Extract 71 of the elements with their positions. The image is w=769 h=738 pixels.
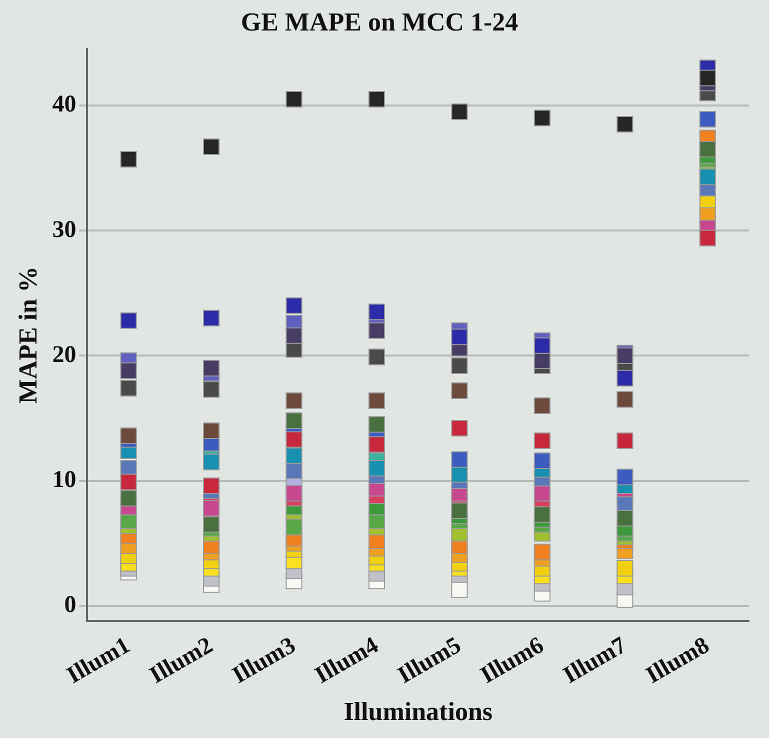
point (368, 348, 386, 366)
point (368, 322, 386, 339)
point (368, 436, 386, 453)
point (203, 310, 220, 326)
y-tick-label: 40 (52, 92, 76, 118)
point (286, 327, 302, 344)
point (286, 447, 302, 464)
point (616, 391, 634, 408)
point (368, 304, 386, 320)
point (616, 370, 634, 386)
point (120, 362, 137, 379)
point (699, 110, 716, 128)
point (286, 484, 302, 502)
point (203, 422, 220, 439)
y-tick-label: 10 (52, 466, 76, 493)
point (203, 360, 220, 376)
point (120, 427, 137, 444)
x-axis-title: Illuminations (344, 697, 493, 726)
point (616, 468, 634, 486)
point (368, 460, 386, 477)
point (451, 502, 468, 520)
point (616, 432, 634, 450)
point (534, 452, 550, 470)
point (203, 138, 220, 156)
point (699, 70, 716, 86)
point (286, 412, 302, 429)
point (451, 581, 468, 598)
point (451, 451, 468, 468)
point (616, 560, 634, 577)
point (368, 392, 386, 409)
point (451, 103, 468, 120)
point (534, 397, 550, 414)
point (120, 474, 137, 490)
point (616, 510, 634, 527)
point (203, 477, 220, 494)
point (120, 151, 137, 168)
point (120, 490, 137, 507)
point (451, 466, 468, 483)
point (286, 392, 302, 409)
point (286, 462, 302, 480)
point (203, 454, 220, 470)
point (451, 357, 468, 374)
point (534, 110, 550, 126)
y-axis-title: MAPE in % (13, 266, 42, 404)
point (699, 140, 716, 158)
chart-title: GE MAPE on MCC 1-24 (240, 7, 518, 36)
point (699, 230, 716, 246)
point (534, 432, 550, 450)
point (286, 297, 302, 314)
point (534, 352, 550, 369)
point (534, 506, 550, 523)
point (286, 518, 302, 536)
point (451, 382, 468, 399)
y-tick-label: 0 (64, 592, 76, 618)
point (286, 431, 302, 448)
point (203, 381, 220, 398)
point (120, 380, 137, 396)
point (534, 544, 550, 560)
y-tick-label: 20 (52, 342, 76, 368)
point (120, 312, 137, 329)
point (368, 416, 386, 433)
point (286, 90, 302, 108)
point (534, 337, 550, 354)
point (699, 168, 716, 186)
point (203, 516, 220, 533)
point (368, 90, 386, 108)
point (451, 328, 468, 346)
point (451, 420, 468, 436)
point (534, 484, 550, 502)
y-tick-label: 30 (52, 216, 76, 243)
point (616, 116, 634, 133)
